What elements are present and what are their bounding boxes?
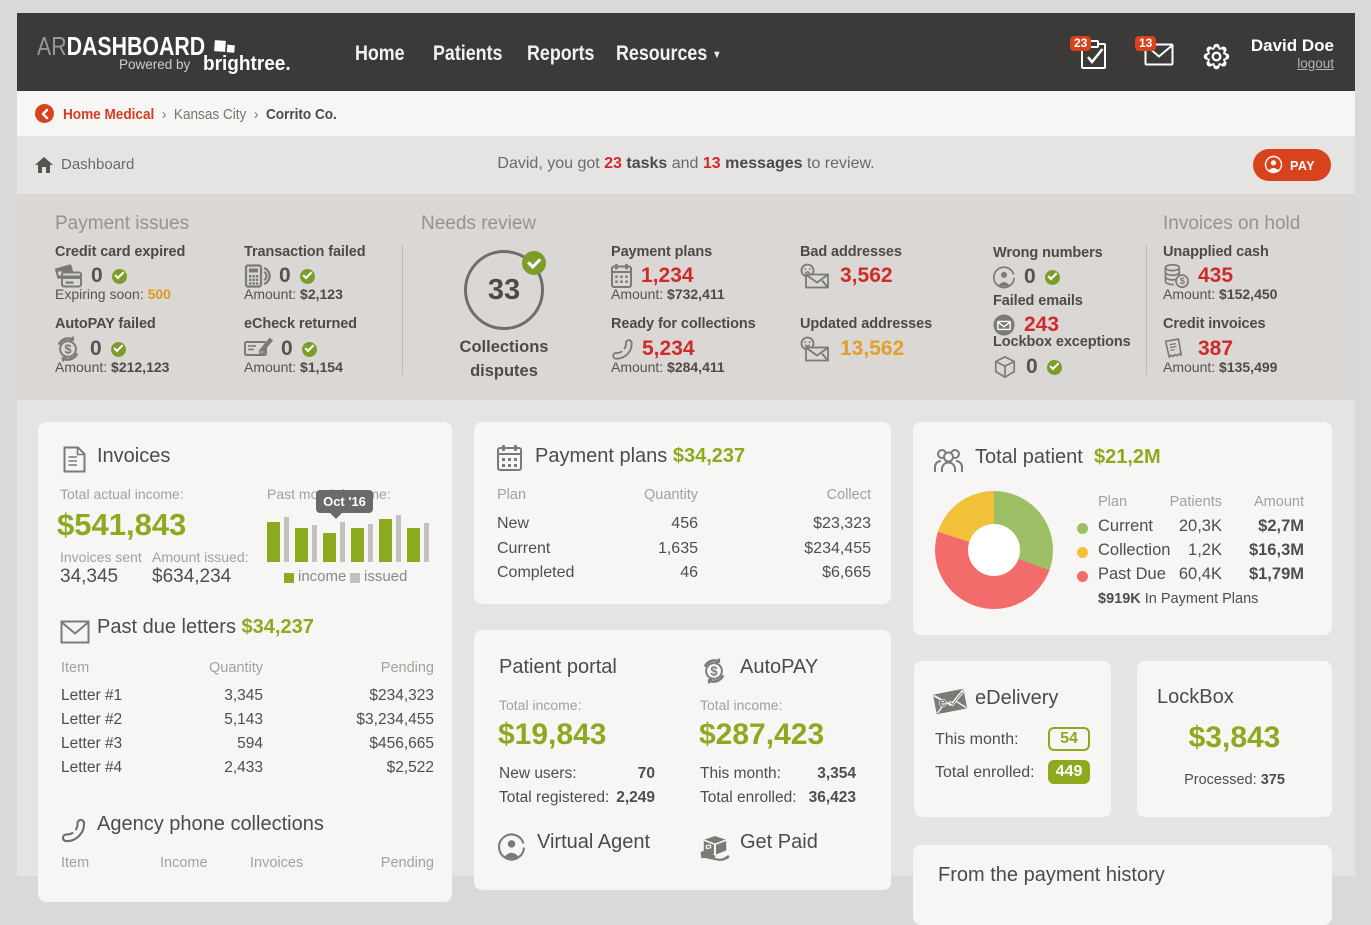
svg-text:$: $ <box>1180 276 1186 286</box>
svg-text:$: $ <box>710 664 718 679</box>
svg-text:e: e <box>939 695 946 710</box>
svg-text:$: $ <box>64 342 72 357</box>
svg-text:$: $ <box>261 350 265 356</box>
